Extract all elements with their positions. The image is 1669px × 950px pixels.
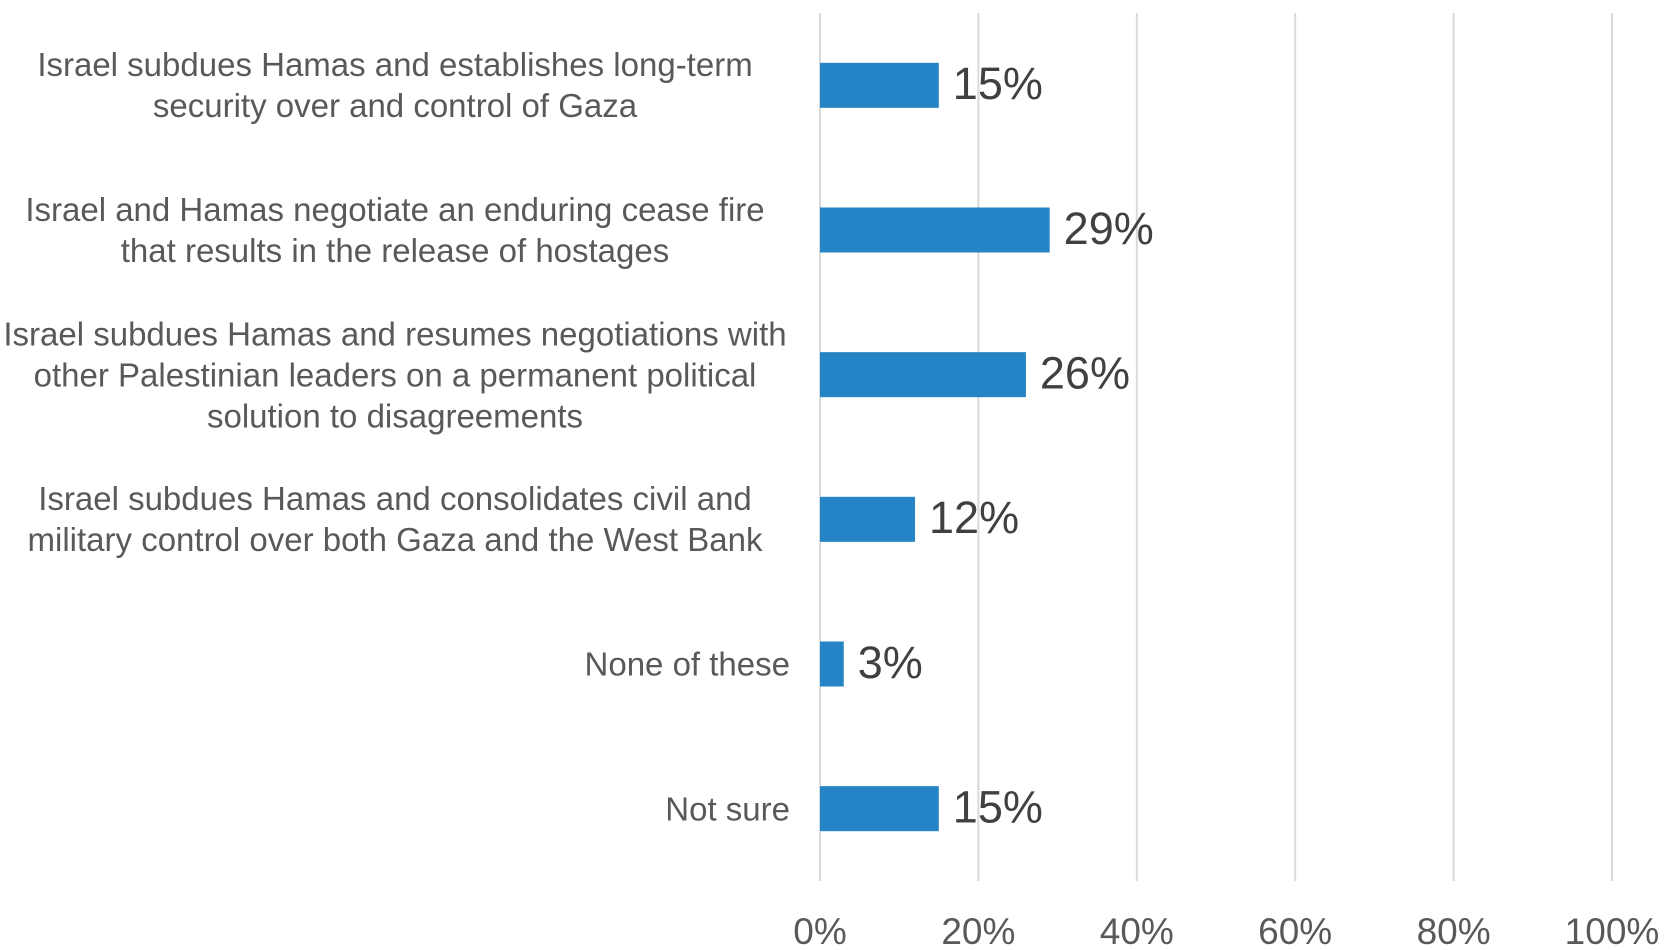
bar: [820, 62, 939, 108]
x-tick-label: 60%: [1258, 911, 1332, 950]
x-tick-label: 100%: [1565, 911, 1660, 950]
y-tick-label: Israel subdues Hamas and consolidates ci…: [27, 480, 763, 559]
bar: [820, 352, 1026, 398]
x-tick-label: 20%: [941, 911, 1015, 950]
x-tick-label: 0%: [793, 911, 846, 950]
y-tick-label: Not sure: [665, 790, 790, 828]
data-label: 3%: [858, 637, 923, 688]
bar: [820, 786, 939, 832]
y-tick-label: Israel and Hamas negotiate an enduring c…: [25, 191, 765, 269]
x-tick-label: 40%: [1100, 911, 1174, 950]
bar: [820, 641, 844, 687]
data-label: 26%: [1040, 348, 1130, 399]
data-label: 15%: [953, 58, 1043, 109]
x-tick-label: 80%: [1417, 911, 1491, 950]
bar: [820, 496, 916, 542]
y-tick-label: None of these: [584, 645, 790, 683]
data-label: 29%: [1064, 203, 1154, 254]
y-tick-label: Israel subdues Hamas and resumes negotia…: [3, 315, 787, 435]
y-tick-label: Israel subdues Hamas and establishes lon…: [37, 46, 753, 125]
data-label: 12%: [929, 492, 1019, 543]
bar: [820, 207, 1050, 253]
data-label: 15%: [953, 782, 1043, 833]
